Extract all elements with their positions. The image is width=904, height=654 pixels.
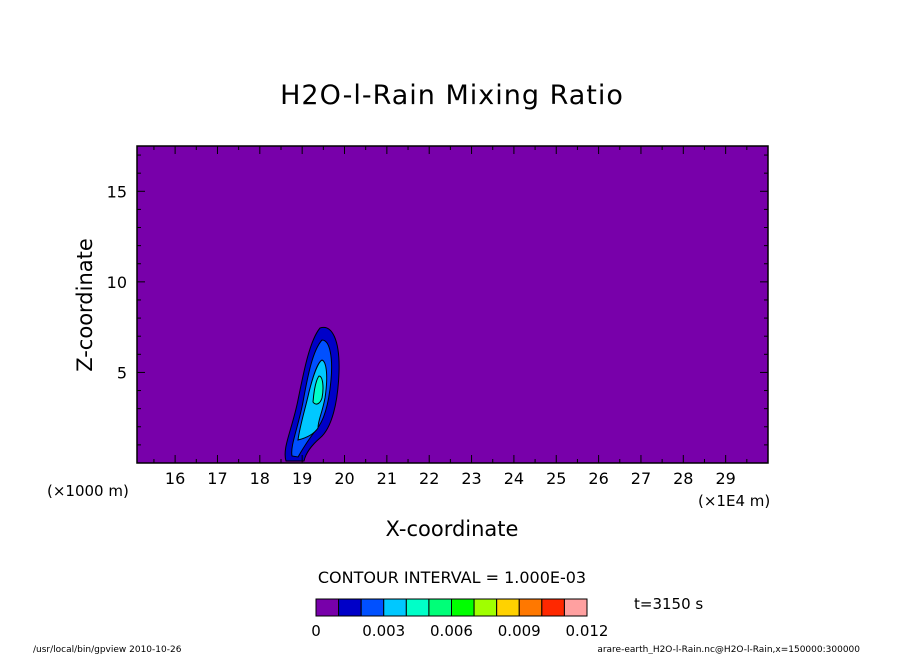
colorbar-swatch	[383, 598, 407, 617]
x-tick-label: 20	[334, 469, 354, 488]
x-tick-label: 17	[207, 469, 227, 488]
x-tick-label: 19	[292, 469, 312, 488]
contour-interval-label: CONTOUR INTERVAL = 1.000E-03	[318, 568, 586, 587]
chart-title: H2O-l-Rain Mixing Ratio	[280, 80, 624, 111]
x-tick-label: 25	[546, 469, 566, 488]
colorbar-swatch	[315, 598, 340, 617]
colorbar-swatch	[405, 598, 430, 617]
x-tick-labels: 16 17 18 19 20 21 22 23 24 25 26 27 28 29	[165, 469, 736, 488]
footer-left: /usr/local/bin/gpview 2010-10-26	[33, 645, 182, 654]
x-tick-label: 23	[461, 469, 481, 488]
colorbar-tick-label: 0.012	[566, 622, 609, 640]
colorbar-swatch	[496, 598, 520, 617]
y-tick-label: 10	[107, 273, 127, 292]
x-tick-label: 29	[715, 469, 735, 488]
colorbar-tick-label: 0	[311, 622, 321, 640]
time-label: t=3150 s	[634, 595, 703, 613]
plot-frame	[136, 145, 769, 464]
x-tick-label: 18	[250, 469, 270, 488]
x-tick-label: 28	[673, 469, 693, 488]
y-axis-label: Z-coordinate	[73, 238, 97, 372]
footer-right: arare-earth_H2O-l-Rain.nc@H2O-l-Rain,x=1…	[597, 645, 860, 654]
x-axis-label: X-coordinate	[386, 517, 519, 541]
colorbar-tick-label: 0.003	[362, 622, 405, 640]
contour-level-4	[312, 375, 324, 405]
colorbar-tick-labels: 0 0.003 0.006 0.009 0.012	[311, 622, 608, 640]
colorbar-swatch	[360, 598, 385, 617]
y-unit-label: (×1000 m)	[47, 482, 129, 500]
y-tick-label: 15	[107, 182, 127, 201]
x-tick-label: 24	[504, 469, 524, 488]
colorbar-swatch	[473, 598, 498, 617]
colorbar	[315, 598, 588, 617]
x-tick-label: 27	[631, 469, 651, 488]
x-axis-ticks	[153, 146, 748, 463]
x-tick-label: 16	[165, 469, 185, 488]
y-tick-labels: 5 10 15	[107, 182, 127, 382]
y-tick-label: 5	[117, 363, 127, 382]
x-tick-label: 22	[419, 469, 439, 488]
x-tick-label: 21	[377, 469, 397, 488]
colorbar-swatch	[338, 598, 362, 617]
plot-area	[137, 146, 768, 463]
colorbar-swatch	[518, 598, 543, 617]
colorbar-tick-label: 0.006	[430, 622, 473, 640]
colorbar-tick-label: 0.009	[498, 622, 541, 640]
y-axis-ticks	[137, 154, 768, 446]
rain-cell-contours	[284, 326, 340, 462]
x-unit-label: (×1E4 m)	[698, 492, 770, 510]
x-tick-label: 26	[588, 469, 608, 488]
colorbar-swatch	[451, 598, 475, 617]
colorbar-swatch	[563, 598, 588, 617]
colorbar-swatch	[541, 598, 565, 617]
colorbar-swatch	[428, 598, 452, 617]
